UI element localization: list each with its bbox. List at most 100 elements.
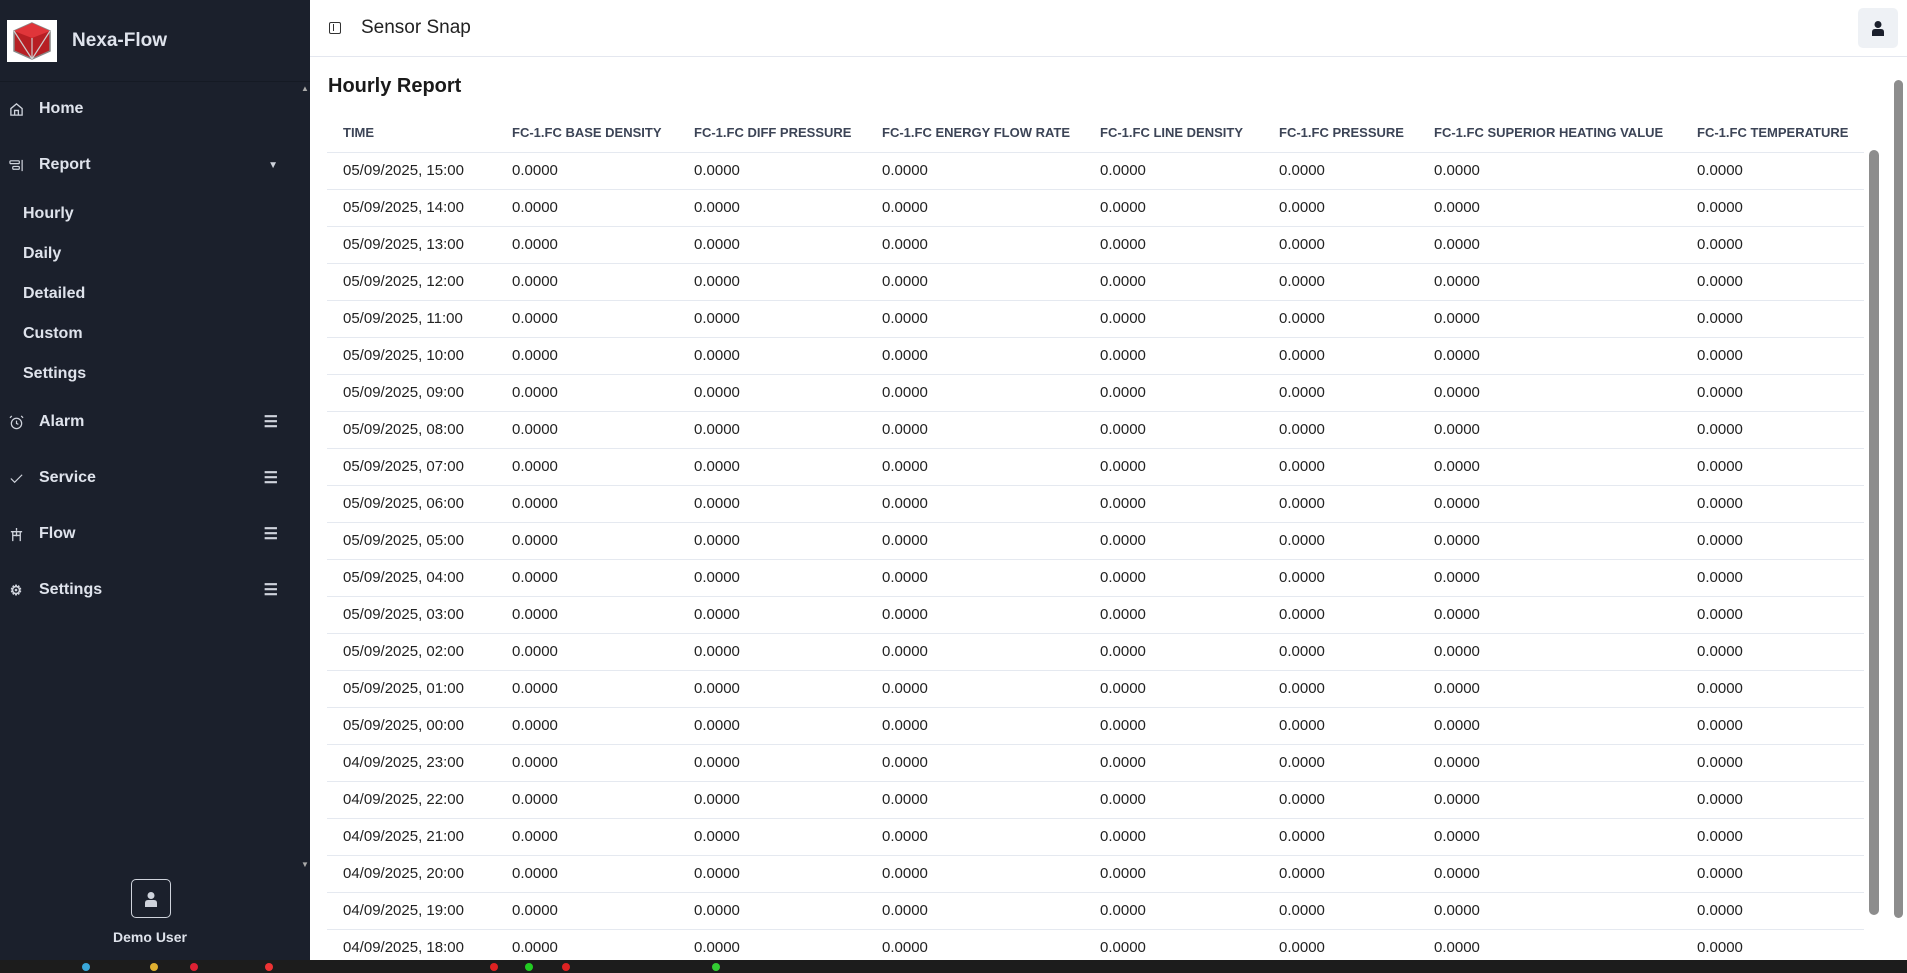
time-cell: 05/09/2025, 06:00	[327, 485, 496, 523]
value-cell: 0.0000	[1681, 485, 1864, 523]
table-scrollbar[interactable]	[1869, 150, 1879, 915]
value-cell: 0.0000	[1681, 300, 1864, 338]
value-cell: 0.0000	[1263, 522, 1418, 560]
value-cell: 0.0000	[496, 744, 678, 782]
top-header: Sensor Snap	[310, 0, 1907, 57]
value-cell: 0.0000	[1681, 707, 1864, 745]
value-cell: 0.0000	[678, 744, 866, 782]
value-cell: 0.0000	[496, 448, 678, 486]
column-header[interactable]: TIME	[327, 114, 496, 153]
value-cell: 0.0000	[1418, 411, 1681, 449]
taskbar-app-icon[interactable]	[265, 963, 273, 971]
value-cell: 0.0000	[866, 337, 1084, 375]
value-cell: 0.0000	[1418, 300, 1681, 338]
sidebar-subitem-detailed[interactable]: Detailed	[23, 285, 86, 302]
value-cell: 0.0000	[496, 152, 678, 190]
sidebar-item-alarm[interactable]: Alarm ☰	[0, 413, 300, 431]
value-cell: 0.0000	[1263, 411, 1418, 449]
value-cell: 0.0000	[1263, 633, 1418, 671]
value-cell: 0.0000	[678, 522, 866, 560]
value-cell: 0.0000	[1681, 337, 1864, 375]
value-cell: 0.0000	[866, 818, 1084, 856]
menu-icon[interactable]: ☰	[263, 414, 278, 431]
menu-icon[interactable]: ☰	[263, 526, 278, 543]
time-cell: 05/09/2025, 09:00	[327, 374, 496, 412]
column-header[interactable]: FC-1.FC DIFF PRESSURE	[678, 114, 866, 153]
hourly-report-table: TIME FC-1.FC BASE DENSITY FC-1.FC DIFF PRE…	[327, 114, 1864, 960]
page-scrollbar[interactable]	[1894, 80, 1903, 918]
value-cell: 0.0000	[1418, 818, 1681, 856]
table-row: 04/09/2025, 23:00 0.0000 0.0000 0.0000 0.000…	[327, 744, 1864, 782]
value-cell: 0.0000	[496, 855, 678, 893]
value-cell: 0.0000	[1418, 929, 1681, 960]
taskbar-app-icon[interactable]	[190, 963, 198, 971]
value-cell: 0.0000	[1084, 929, 1263, 960]
sidebar-item-flow[interactable]: Flow ☰	[0, 525, 300, 543]
sidebar-item-home[interactable]: Home	[0, 100, 300, 118]
sidebar-subitem-hourly[interactable]: Hourly	[23, 205, 74, 222]
value-cell: 0.0000	[866, 892, 1084, 930]
sidebar-item-service[interactable]: Service ☰	[0, 469, 300, 487]
value-cell: 0.0000	[1418, 633, 1681, 671]
sidebar-toggle-icon[interactable]	[329, 22, 341, 34]
sidebar-item-settings[interactable]: ⚙ Settings ☰	[0, 581, 300, 599]
taskbar-app-icon[interactable]	[525, 963, 533, 971]
value-cell: 0.0000	[1681, 818, 1864, 856]
sidebar-scroll-down[interactable]: ▼	[301, 860, 309, 869]
taskbar-app-icon[interactable]	[82, 963, 90, 971]
sidebar-scroll-up[interactable]: ▲	[301, 84, 309, 93]
column-header[interactable]: FC-1.FC BASE DENSITY	[496, 114, 678, 153]
time-cell: 05/09/2025, 11:00	[327, 300, 496, 338]
profile-button[interactable]	[1858, 8, 1898, 48]
value-cell: 0.0000	[866, 374, 1084, 412]
report-icon	[8, 157, 24, 173]
value-cell: 0.0000	[866, 152, 1084, 190]
value-cell: 0.0000	[1084, 633, 1263, 671]
menu-icon[interactable]: ☰	[263, 582, 278, 599]
value-cell: 0.0000	[496, 781, 678, 819]
time-cell: 05/09/2025, 08:00	[327, 411, 496, 449]
value-cell: 0.0000	[1084, 337, 1263, 375]
table-header-row: TIME FC-1.FC BASE DENSITY FC-1.FC DIFF PRE…	[327, 114, 1864, 153]
table-row: 05/09/2025, 01:00 0.0000 0.0000 0.0000 0.000…	[327, 670, 1864, 708]
value-cell: 0.0000	[1263, 670, 1418, 708]
value-cell: 0.0000	[1084, 152, 1263, 190]
column-header[interactable]: FC-1.FC ENERGY FLOW RATE	[866, 114, 1084, 153]
taskbar-app-icon[interactable]	[562, 963, 570, 971]
sidebar-item-report[interactable]: Report ▼	[0, 156, 300, 174]
taskbar-app-icon[interactable]	[150, 963, 158, 971]
taskbar-app-icon[interactable]	[490, 963, 498, 971]
sidebar-subitem-settings[interactable]: Settings	[23, 365, 87, 382]
value-cell: 0.0000	[678, 374, 866, 412]
time-cell: 05/09/2025, 15:00	[327, 152, 496, 190]
value-cell: 0.0000	[1681, 633, 1864, 671]
time-cell: 05/09/2025, 07:00	[327, 448, 496, 486]
value-cell: 0.0000	[1418, 263, 1681, 301]
value-cell: 0.0000	[1263, 559, 1418, 597]
value-cell: 0.0000	[1418, 707, 1681, 745]
taskbar-app-icon[interactable]	[712, 963, 720, 971]
value-cell: 0.0000	[1263, 152, 1418, 190]
brand[interactable]: Nexa-Flow	[0, 0, 310, 82]
sidebar-subitem-daily[interactable]: Daily	[23, 245, 62, 262]
home-icon	[8, 101, 24, 117]
value-cell: 0.0000	[1418, 485, 1681, 523]
value-cell: 0.0000	[1084, 263, 1263, 301]
caret-down-icon: ▼	[268, 159, 278, 171]
value-cell: 0.0000	[1681, 559, 1864, 597]
value-cell: 0.0000	[1263, 300, 1418, 338]
user-avatar-button[interactable]	[131, 879, 171, 918]
table-body: 05/09/2025, 15:00 0.0000 0.0000 0.0000 0.000…	[327, 152, 1864, 960]
value-cell: 0.0000	[496, 522, 678, 560]
column-header[interactable]: FC-1.FC TEMPERATURE	[1681, 114, 1864, 153]
column-header[interactable]: FC-1.FC SUPERIOR HEATING VALUE	[1418, 114, 1681, 153]
menu-icon[interactable]: ☰	[263, 470, 278, 487]
value-cell: 0.0000	[1418, 559, 1681, 597]
column-header[interactable]: FC-1.FC LINE DENSITY	[1084, 114, 1263, 153]
sidebar: Nexa-Flow ▲ Home Report ▼ Hourly Daily D…	[0, 0, 310, 960]
value-cell: 0.0000	[1418, 596, 1681, 634]
user-icon	[1872, 21, 1884, 36]
sidebar-subitem-custom[interactable]: Custom	[23, 325, 83, 342]
column-header[interactable]: FC-1.FC PRESSURE	[1263, 114, 1418, 153]
time-cell: 04/09/2025, 20:00	[327, 855, 496, 893]
